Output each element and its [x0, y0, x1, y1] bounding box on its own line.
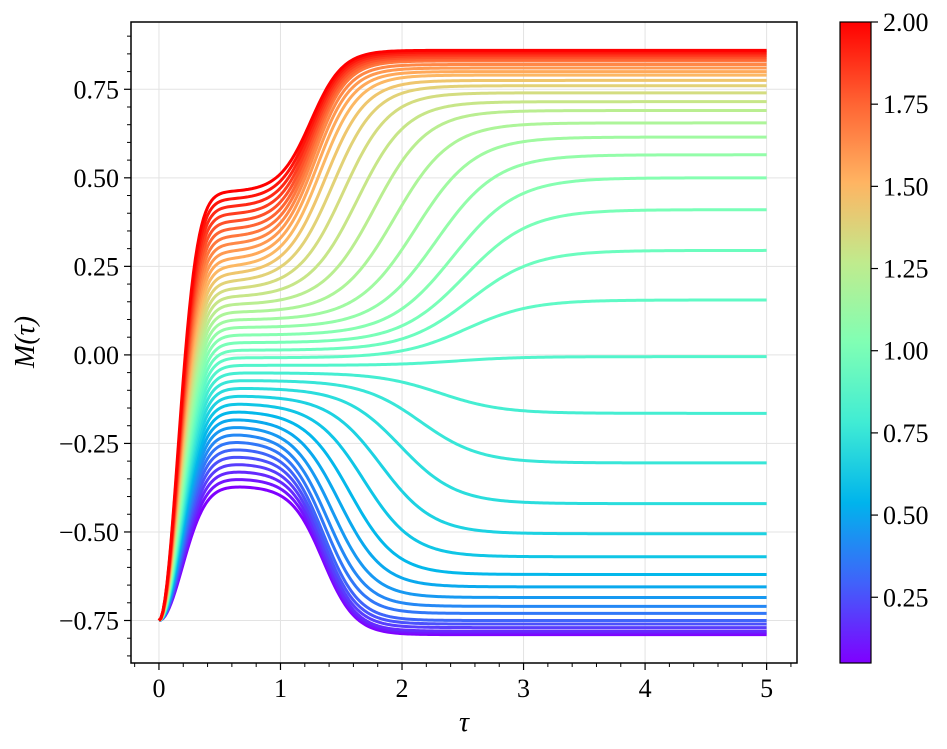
y-tick-label: −0.75 [59, 607, 119, 636]
series-line-1.90 [157, 52, 767, 622]
colorbar-tick-label: 0.25 [883, 583, 929, 612]
series-line-1.00 [158, 208, 767, 622]
series-line-1.55 [157, 70, 767, 622]
series-line-1.75 [157, 57, 767, 622]
x-axis: 0 1 2 3 4 5 [134, 663, 792, 703]
series-line-0.35 [158, 441, 767, 622]
y-tick-label: −0.50 [59, 518, 119, 547]
series-line-0.90 [158, 298, 767, 622]
colorbar-tick-label: 1.25 [883, 255, 929, 284]
x-tick-label: 1 [274, 674, 287, 703]
series-line-0.55 [158, 410, 767, 622]
series-line-1.10 [158, 153, 767, 622]
colorbar-tick-label: 1.50 [883, 172, 929, 201]
series-line-0.85 [158, 355, 767, 622]
series-line-0.95 [158, 248, 767, 622]
colorbar-tick-label: 1.00 [883, 337, 929, 366]
series-line-1.95 [157, 50, 767, 622]
series-line-0.45 [158, 426, 767, 622]
series-line-0.20 [158, 463, 767, 630]
series-line-1.50 [157, 73, 767, 622]
series-line-0.10 [158, 478, 767, 635]
y-tick-label: 0.50 [74, 164, 120, 193]
series-line-0.05 [158, 485, 767, 637]
series-line-0.60 [158, 402, 767, 622]
series-line-1.30 [158, 100, 767, 622]
series-line-1.60 [157, 66, 767, 622]
series-group [157, 48, 767, 637]
series-line-0.80 [158, 371, 767, 622]
colorbar-axis: 0.25 0.50 0.75 1.00 1.25 1.50 1.75 2.00 [871, 8, 929, 612]
x-tick-label: 3 [517, 674, 530, 703]
series-line-1.70 [157, 59, 767, 622]
series-line-0.50 [158, 418, 767, 622]
series-line-0.15 [158, 470, 767, 633]
plot-frame [130, 21, 798, 664]
x-axis-label: τ [459, 707, 470, 738]
series-line-1.35 [158, 91, 767, 622]
series-line-0.40 [158, 433, 767, 622]
series-line-1.25 [158, 109, 767, 622]
series-line-1.65 [157, 63, 767, 622]
colorbar-tick-label: 1.75 [883, 90, 929, 119]
series-line-1.45 [157, 78, 767, 622]
x-tick-label: 4 [639, 674, 652, 703]
series-line-0.75 [158, 379, 767, 622]
series-line-0.70 [158, 387, 767, 622]
colorbar-tick-label: 0.50 [883, 501, 929, 530]
series-line-0.25 [158, 455, 767, 626]
series-line-2.00 [157, 48, 767, 622]
series-line-1.85 [157, 54, 767, 622]
series-line-0.30 [158, 448, 767, 622]
y-tick-label: 0.75 [74, 75, 120, 104]
colorbar-tick-label: 2.00 [883, 8, 929, 37]
y-axis: −0.75 −0.50 −0.25 0.00 0.25 0.50 0.75 [59, 35, 131, 657]
x-tick-label: 2 [396, 674, 409, 703]
y-tick-label: 0.00 [74, 341, 120, 370]
colorbar-tick-label: 0.75 [883, 419, 929, 448]
y-axis-label: M(τ) [10, 316, 41, 369]
series-line-1.05 [158, 176, 767, 622]
y-tick-label: 0.25 [74, 252, 120, 281]
series-line-1.80 [157, 55, 767, 622]
x-tick-label: 5 [760, 674, 773, 703]
series-line-1.20 [158, 121, 767, 622]
series-line-1.15 [158, 135, 767, 622]
x-tick-label: 0 [152, 674, 165, 703]
series-line-0.65 [158, 394, 767, 622]
y-tick-label: −0.25 [59, 429, 119, 458]
series-line-1.40 [157, 84, 767, 622]
colorbar [839, 21, 872, 664]
